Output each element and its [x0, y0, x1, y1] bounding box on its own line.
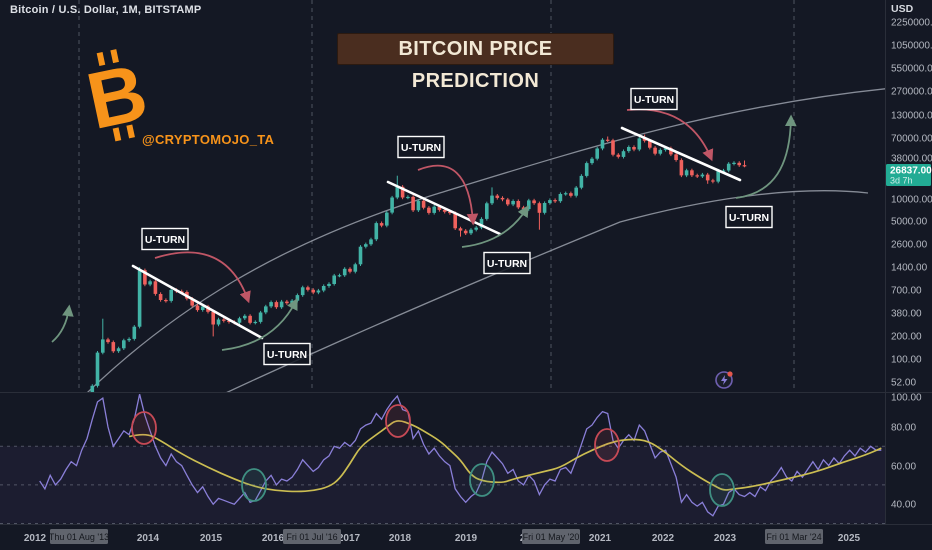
uturn-up-arrows[interactable] — [51, 114, 797, 351]
rsi-signal-circles[interactable] — [131, 404, 735, 507]
svg-text:U-TURN: U-TURN — [267, 349, 307, 361]
uturn-label[interactable]: U-TURN — [725, 205, 773, 229]
buy-signal-circle[interactable] — [469, 463, 495, 497]
sell-signal-circle[interactable] — [131, 411, 157, 445]
uturn-label[interactable]: U-TURN — [397, 135, 445, 159]
currency-label: USD — [891, 3, 914, 15]
pane-separators — [0, 0, 932, 525]
svg-text:380.00: 380.00 — [891, 309, 922, 320]
svg-text:2019: 2019 — [455, 533, 478, 544]
symbol-header[interactable]: Bitcoin / U.S. Dollar, 1M, BITSTAMP — [10, 4, 202, 16]
svg-text:Thu 01 Aug '13: Thu 01 Aug '13 — [49, 532, 109, 542]
date-anchor-tag: Fri 01 May '20 — [522, 529, 580, 544]
svg-text:U-TURN: U-TURN — [401, 142, 441, 154]
buy-signal-circle[interactable] — [709, 473, 735, 507]
svg-text:700.00: 700.00 — [891, 286, 922, 297]
bar-countdown: 3d 7h — [890, 176, 913, 186]
svg-text:2018: 2018 — [389, 533, 412, 544]
svg-text:130000.00: 130000.00 — [891, 111, 932, 122]
svg-text:U-TURN: U-TURN — [634, 94, 674, 106]
candles-layer[interactable] — [85, 134, 747, 419]
svg-text:2022: 2022 — [652, 533, 675, 544]
svg-text:2021: 2021 — [589, 533, 612, 544]
svg-text:80.00: 80.00 — [891, 423, 916, 434]
date-anchor-tag: Fri 01 Jul '16 — [283, 529, 341, 544]
svg-text:2015: 2015 — [200, 533, 223, 544]
svg-text:5000.00: 5000.00 — [891, 217, 928, 228]
rsi-pane[interactable] — [0, 394, 885, 524]
last-price: 26837.00 — [890, 166, 932, 177]
last-price-countdown: 26837.00 3d 7h — [886, 164, 932, 186]
svg-text:U-TURN: U-TURN — [729, 212, 769, 224]
uturn-label[interactable]: U-TURN — [141, 227, 189, 251]
title-banner[interactable]: BITCOIN PRICE PREDICTION — [337, 33, 614, 92]
svg-text:1400.00: 1400.00 — [891, 263, 928, 274]
svg-text:Fri 01 Mar '24: Fri 01 Mar '24 — [766, 532, 821, 542]
svg-text:1050000.00: 1050000.00 — [891, 41, 932, 52]
uturn-label[interactable]: U-TURN — [483, 251, 531, 275]
date-anchor-tag: Fri 01 Mar '24 — [765, 529, 823, 544]
svg-text:2014: 2014 — [137, 533, 160, 544]
svg-text:270000.00: 270000.00 — [891, 87, 932, 98]
svg-text:52.00: 52.00 — [891, 378, 916, 389]
bitcoin-logo: B — [80, 47, 155, 146]
rsi-line[interactable] — [39, 394, 882, 517]
svg-text:U-TURN: U-TURN — [487, 258, 527, 270]
uturn-labels[interactable]: U-TURN U-TURN U-TURN U-TURN U-TURN U-TUR… — [141, 87, 773, 366]
rsi-ma-line[interactable] — [128, 420, 882, 493]
sell-signal-circle[interactable] — [385, 404, 411, 438]
svg-text:100.00: 100.00 — [891, 393, 922, 404]
svg-text:2016: 2016 — [262, 533, 285, 544]
svg-text:60.00: 60.00 — [891, 462, 916, 473]
watermark-handle: @CRYPTOMOJO_TA — [142, 132, 275, 147]
svg-text:100.00: 100.00 — [891, 355, 922, 366]
svg-text:2017: 2017 — [338, 533, 361, 544]
channel-curves[interactable] — [62, 88, 893, 468]
crosshair-date-lines — [78, 0, 795, 392]
svg-text:70000.00: 70000.00 — [891, 134, 932, 145]
uturn-label[interactable]: U-TURN — [630, 87, 678, 111]
date-anchor-tag: Thu 01 Aug '13 — [49, 529, 109, 544]
svg-text:2025: 2025 — [838, 533, 861, 544]
idea-marker-icon[interactable] — [715, 371, 733, 389]
svg-text:2600.00: 2600.00 — [891, 240, 928, 251]
price-axis[interactable]: USD 2250000.00 1050000.00 550000.00 270000.0… — [886, 3, 932, 511]
svg-text:10000.00: 10000.00 — [891, 195, 932, 206]
svg-text:2012: 2012 — [24, 533, 47, 544]
time-axis[interactable]: 2012201420152016201720182019202020212022… — [24, 529, 861, 544]
buy-signal-circle[interactable] — [241, 468, 267, 502]
downtrend-lines[interactable] — [131, 126, 742, 340]
svg-text:40.00: 40.00 — [891, 500, 916, 511]
title-text: BITCOIN PRICE PREDICTION — [398, 38, 553, 92]
sell-signal-circle[interactable] — [594, 428, 620, 462]
svg-text:2250000.00: 2250000.00 — [891, 18, 932, 29]
svg-text:Fri 01 Jul '16: Fri 01 Jul '16 — [286, 532, 337, 542]
svg-text:38000.00: 38000.00 — [891, 154, 932, 165]
svg-text:Fri 01 May '20: Fri 01 May '20 — [523, 532, 580, 542]
svg-text:U-TURN: U-TURN — [145, 234, 185, 246]
uturn-label[interactable]: U-TURN — [263, 342, 311, 366]
svg-text:200.00: 200.00 — [891, 332, 922, 343]
svg-text:2023: 2023 — [714, 533, 737, 544]
svg-text:550000.00: 550000.00 — [891, 64, 932, 75]
